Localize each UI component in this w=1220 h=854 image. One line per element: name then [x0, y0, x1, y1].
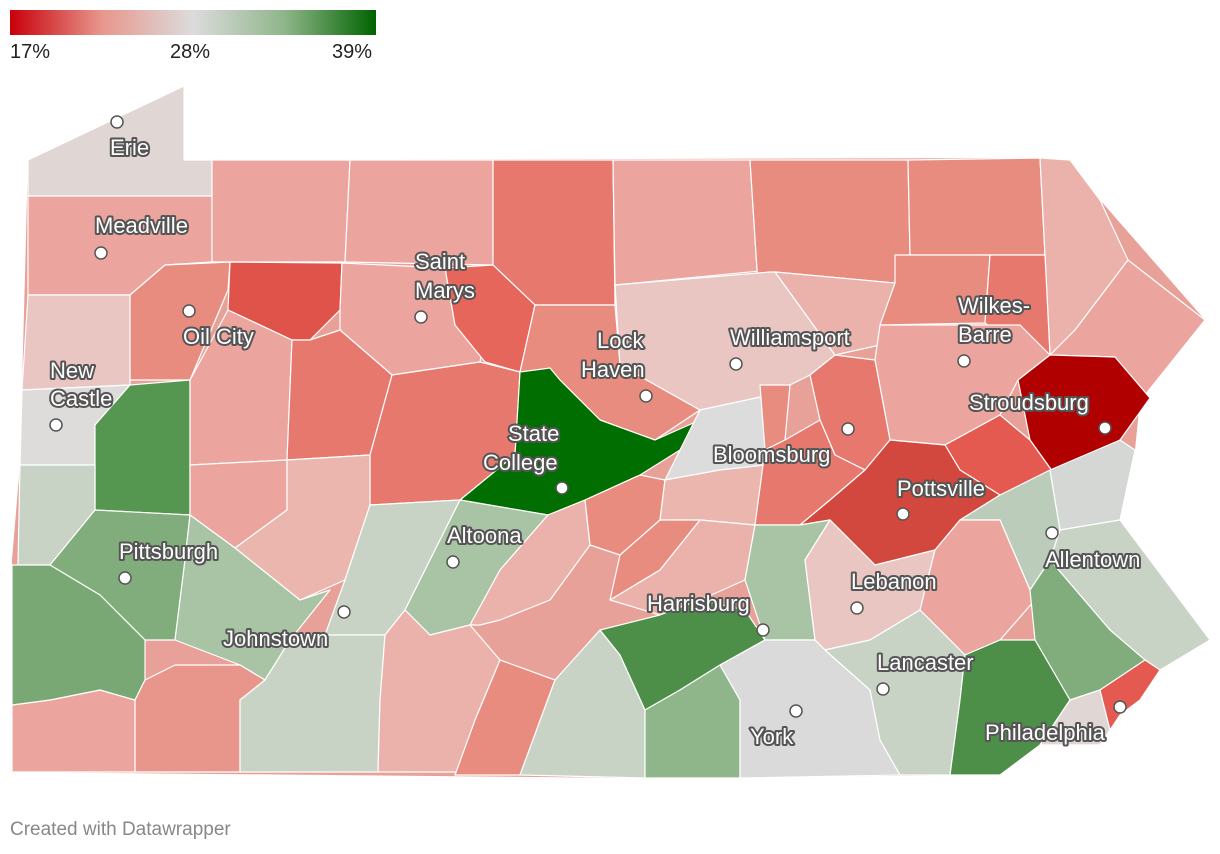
county-northampton[interactable] [1049, 439, 1136, 531]
city-dot-allentown [1045, 526, 1059, 540]
city-label-philadelphia: Philadelphia [985, 720, 1106, 745]
city-label-johnstown: Johnstown [223, 626, 328, 651]
county-indiana[interactable] [234, 454, 371, 601]
city-label-state: State [508, 421, 559, 446]
city-dot-pottsville [896, 507, 910, 521]
legend-max-label: 39% [332, 41, 373, 63]
county-susquehanna[interactable] [907, 157, 1046, 256]
city-dot-lancaster [876, 682, 890, 696]
city-label-york: York [750, 724, 794, 749]
city-label-wilkes-line2: Barre [958, 322, 1012, 347]
city-dot-bloomsburg [841, 422, 855, 436]
city-dot-johnstown [337, 605, 351, 619]
city-label-altoona: Altoona [447, 523, 522, 548]
city-dot-meadville [94, 246, 108, 260]
county-venango[interactable] [129, 261, 231, 381]
county-philadelphia[interactable] [1099, 659, 1161, 731]
city-label-williamsport: Williamsport [730, 325, 850, 350]
city-label-lebanon: Lebanon [851, 569, 937, 594]
city-label-lock-line2: Haven [581, 357, 645, 382]
city-label-bloomsburg: Bloomsburg [713, 442, 830, 467]
city-label-erie: Erie [110, 135, 149, 160]
county-tioga[interactable] [612, 159, 771, 286]
city-dot-york [789, 704, 803, 718]
city-label-saint: Saint [415, 249, 465, 274]
city-label-wilkes: Wilkes- [958, 293, 1030, 318]
legend: 17% 28% 39% [10, 10, 376, 63]
county-wyoming[interactable] [879, 254, 991, 326]
city-label-lock: Lock [597, 328, 644, 353]
county-warren[interactable] [211, 159, 351, 263]
city-label-new: New [50, 358, 94, 383]
city-label-state-line2: College [483, 450, 558, 475]
city-dot-wilkes [957, 354, 971, 368]
city-label-pottsville: Pottsville [897, 476, 985, 501]
city-dot-williamsport [729, 357, 743, 371]
city-dot-state [555, 481, 569, 495]
city-label-saint-line2: Marys [415, 278, 475, 303]
city-label-meadville: Meadville [95, 213, 188, 238]
city-label-harrisburg: Harrisburg [647, 591, 750, 616]
city-dot-philadelphia [1113, 700, 1127, 714]
city-dot-oil-city [182, 304, 196, 318]
legend-color-bar [10, 10, 376, 35]
city-dot-lock [639, 389, 653, 403]
credit-text: Created with Datawrapper [10, 819, 231, 840]
city-label-oil-city: Oil City [183, 324, 254, 349]
city-markers: Erie Meadville Saint Marys Oil City Wilkes- Ba… [48, 115, 1142, 751]
city-dot-new [49, 418, 63, 432]
city-dot-stroudsburg [1098, 421, 1112, 435]
city-label-allentown: Allentown [1045, 547, 1140, 572]
county-delaware[interactable] [1039, 689, 1111, 746]
city-dot-erie [110, 115, 124, 129]
city-label-lancaster: Lancaster [877, 650, 974, 675]
city-dot-saint [414, 310, 428, 324]
county-bradford[interactable] [749, 159, 911, 286]
legend-mid-label: 28% [170, 41, 211, 63]
county-westmoreland[interactable] [174, 514, 331, 681]
legend-min-label: 17% [10, 41, 51, 63]
city-label-new-line2: Castle [50, 386, 112, 411]
city-dot-harrisburg [756, 623, 770, 637]
city-dot-pittsburgh [118, 571, 132, 585]
city-dot-altoona [446, 555, 460, 569]
city-label-stroudsburg: Stroudsburg [969, 390, 1089, 415]
city-label-pittsburgh: Pittsburgh [119, 539, 218, 564]
city-dot-lebanon [850, 601, 864, 615]
